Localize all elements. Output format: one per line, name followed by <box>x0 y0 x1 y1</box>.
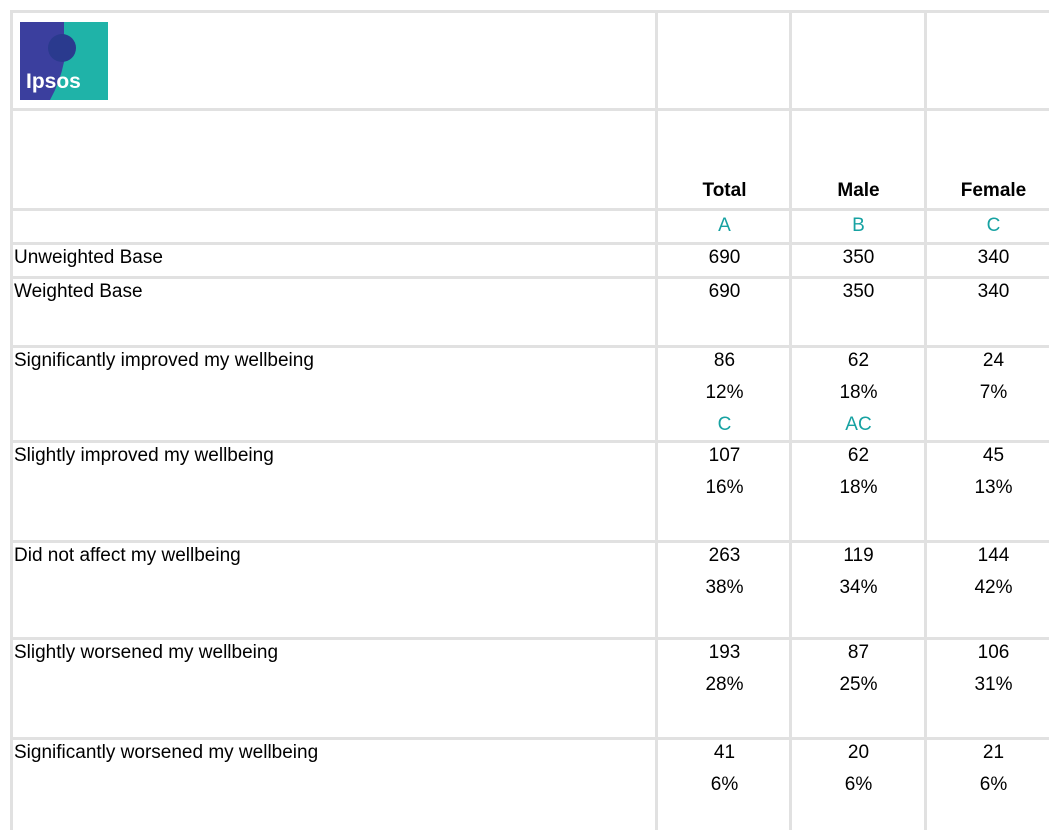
percent: 18% <box>839 382 878 403</box>
count: 62 <box>847 445 870 466</box>
count: 263 <box>708 545 741 566</box>
percent: 31% <box>974 674 1013 695</box>
column-header: Female <box>960 180 1027 201</box>
count: 690 <box>708 281 741 302</box>
count: 106 <box>977 642 1010 663</box>
percent: 16% <box>705 477 744 498</box>
percent: 38% <box>705 577 744 598</box>
count: 193 <box>708 642 741 663</box>
percent: 13% <box>974 477 1013 498</box>
count: 86 <box>713 350 736 371</box>
count: 350 <box>842 281 875 302</box>
count: 340 <box>977 281 1010 302</box>
significance: C <box>717 414 732 435</box>
row-line <box>10 440 1049 443</box>
column-line <box>655 10 658 830</box>
column-letter: B <box>852 215 865 236</box>
row-line <box>10 637 1049 640</box>
count: 21 <box>982 742 1005 763</box>
percent: 25% <box>839 674 878 695</box>
count: 24 <box>982 350 1005 371</box>
row-label: Did not affect my wellbeing <box>14 545 241 566</box>
row-line <box>10 242 1049 245</box>
count: 690 <box>708 247 741 268</box>
column-header: Male <box>837 180 880 201</box>
percent: 34% <box>839 577 878 598</box>
column-line <box>10 10 13 830</box>
logo: Ipsos <box>20 22 108 100</box>
row-label: Significantly improved my wellbeing <box>14 350 314 371</box>
column-line <box>924 10 927 830</box>
count: 107 <box>708 445 741 466</box>
logo-text: Ipsos <box>26 70 81 93</box>
percent: 12% <box>705 382 744 403</box>
count: 119 <box>843 545 874 566</box>
column-line <box>789 10 792 830</box>
percent: 42% <box>974 577 1013 598</box>
percent: 28% <box>705 674 744 695</box>
column-letter: A <box>718 215 731 236</box>
count: 144 <box>977 545 1010 566</box>
count: 340 <box>977 247 1010 268</box>
row-label: Significantly worsened my wellbeing <box>14 742 319 763</box>
row-line <box>10 345 1049 348</box>
row-label: Unweighted Base <box>14 247 163 268</box>
row-line <box>10 276 1049 279</box>
percent: 6% <box>979 774 1008 795</box>
row-line <box>10 540 1049 543</box>
percent: 6% <box>710 774 739 795</box>
row-line <box>10 108 1049 111</box>
count: 350 <box>842 247 875 268</box>
row-label: Slightly improved my wellbeing <box>14 445 274 466</box>
row-line <box>10 737 1049 740</box>
row-label: Slightly worsened my wellbeing <box>14 642 279 663</box>
row-label: Weighted Base <box>14 281 143 302</box>
percent: 6% <box>844 774 873 795</box>
count: 87 <box>847 642 870 663</box>
count: 45 <box>982 445 1005 466</box>
count: 20 <box>847 742 870 763</box>
row-line <box>10 208 1049 211</box>
column-header: Total <box>702 180 747 201</box>
count: 62 <box>847 350 870 371</box>
percent: 7% <box>979 382 1008 403</box>
column-letter: C <box>986 215 1001 236</box>
count: 41 <box>713 742 736 763</box>
percent: 18% <box>839 477 878 498</box>
logo-head <box>48 34 76 62</box>
significance: AC <box>845 414 872 435</box>
row-line <box>10 10 1049 13</box>
